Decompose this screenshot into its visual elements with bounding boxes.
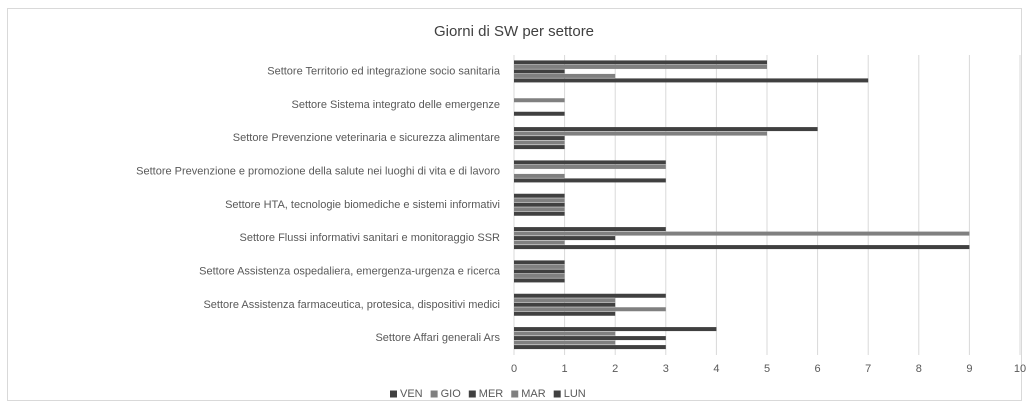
x-tick-label: 8 bbox=[916, 363, 922, 375]
legend-label: VEN bbox=[400, 388, 423, 400]
bar bbox=[514, 273, 565, 278]
y-tick-label: Settore Assistenza ospedaliera, emergenz… bbox=[199, 266, 501, 278]
bar bbox=[514, 240, 565, 245]
bar bbox=[514, 227, 666, 232]
legend-label: MER bbox=[479, 388, 504, 400]
bar bbox=[514, 78, 869, 83]
bar bbox=[514, 311, 616, 316]
bar bbox=[514, 260, 565, 265]
bar bbox=[514, 136, 565, 141]
bar bbox=[514, 307, 666, 312]
bar bbox=[514, 264, 565, 269]
bar bbox=[514, 145, 565, 150]
bar bbox=[514, 60, 767, 65]
x-tick-label: 3 bbox=[663, 363, 669, 375]
bar bbox=[514, 193, 565, 198]
bar bbox=[514, 73, 616, 78]
bar bbox=[514, 302, 616, 307]
bar bbox=[514, 336, 666, 341]
bar bbox=[514, 202, 565, 207]
bar bbox=[514, 111, 565, 116]
bar bbox=[514, 64, 767, 69]
y-tick-label: Settore Territorio ed integrazione socio… bbox=[267, 66, 501, 78]
legend-swatch bbox=[430, 390, 438, 398]
y-tick-label: Settore Assistenza farmaceutica, protesi… bbox=[203, 299, 500, 311]
y-tick-label: Settore Prevenzione veterinaria e sicure… bbox=[233, 132, 500, 144]
bar bbox=[514, 236, 616, 241]
bar bbox=[514, 345, 666, 350]
x-tick-label: 6 bbox=[815, 363, 821, 375]
bar bbox=[514, 178, 666, 183]
bar bbox=[514, 278, 565, 283]
bar bbox=[514, 340, 616, 345]
bar bbox=[514, 331, 616, 336]
x-tick-label: 0 bbox=[511, 363, 517, 375]
bar bbox=[514, 298, 616, 303]
bar bbox=[514, 131, 767, 136]
x-tick-label: 10 bbox=[1014, 363, 1026, 375]
bar bbox=[514, 69, 565, 74]
legend-swatch bbox=[468, 390, 476, 398]
bar bbox=[514, 198, 565, 203]
bar bbox=[514, 164, 666, 169]
y-tick-label: Settore HTA, tecnologie biomediche e sis… bbox=[225, 199, 500, 211]
x-tick-label: 1 bbox=[562, 363, 568, 375]
legend-label: GIO bbox=[441, 388, 462, 400]
x-tick-label: 4 bbox=[713, 363, 719, 375]
bar bbox=[514, 207, 565, 212]
bar bbox=[514, 231, 970, 236]
x-tick-label: 9 bbox=[966, 363, 972, 375]
y-tick-label: Settore Sistema integrato delle emergenz… bbox=[291, 99, 500, 111]
x-tick-label: 7 bbox=[865, 363, 871, 375]
y-tick-label: Settore Prevenzione e promozione della s… bbox=[136, 166, 500, 178]
bar bbox=[514, 211, 565, 216]
y-tick-label: Settore Affari generali Ars bbox=[375, 332, 500, 344]
bar bbox=[514, 140, 565, 145]
legend-label: MAR bbox=[521, 388, 546, 400]
bar bbox=[514, 327, 717, 332]
legend-swatch bbox=[553, 390, 561, 398]
legend-swatch bbox=[390, 390, 397, 398]
y-tick-label: Settore Flussi informativi sanitari e mo… bbox=[240, 232, 500, 244]
bar bbox=[514, 293, 666, 298]
legend-swatch bbox=[511, 390, 519, 398]
legend-label: LUN bbox=[564, 388, 586, 400]
bar bbox=[514, 269, 565, 274]
x-tick-label: 5 bbox=[764, 363, 770, 375]
bar bbox=[514, 127, 818, 132]
bar bbox=[514, 160, 666, 165]
bar bbox=[514, 98, 565, 103]
bar bbox=[514, 173, 565, 178]
bar bbox=[514, 245, 970, 250]
chart-title: Giorni di SW per settore bbox=[434, 23, 594, 40]
x-tick-label: 2 bbox=[612, 363, 618, 375]
